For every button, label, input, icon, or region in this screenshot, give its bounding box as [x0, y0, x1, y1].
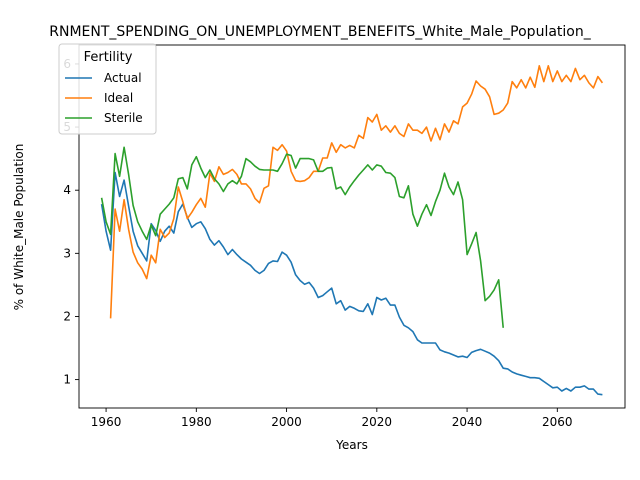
chart-title: RNMENT_SPENDING_ON_UNEMPLOYMENT_BENEFITS… — [49, 24, 591, 40]
x-tick-label: 2040 — [452, 415, 483, 429]
x-tick-label: 1980 — [181, 415, 212, 429]
series-layer — [100, 65, 604, 396]
plot-frame — [78, 44, 626, 409]
legend-label-ideal: Ideal — [104, 91, 133, 105]
legend-label-sterile: Sterile — [104, 111, 143, 125]
legend-entries: Actual Ideal Sterile — [65, 71, 143, 125]
legend-title: Fertility — [84, 50, 133, 65]
x-axis-label: Years — [335, 438, 368, 452]
x-axis-ticks: 1960 1980 2000 2020 2040 2060 — [91, 408, 573, 429]
legend: Fertility Actual Ideal Sterile — [58, 43, 157, 135]
y-tick-label: 2 — [63, 309, 71, 323]
series-line-ideal — [109, 65, 604, 319]
y-tick-label: 3 — [63, 246, 71, 260]
y-tick-label: 4 — [63, 183, 71, 197]
y-axis-label: % of White_Male Population — [12, 144, 26, 311]
x-tick-label: 1960 — [91, 415, 122, 429]
x-tick-label: 2020 — [362, 415, 393, 429]
series-line-sterile — [100, 146, 504, 328]
x-tick-label: 2000 — [271, 415, 302, 429]
legend-box — [58, 43, 157, 135]
legend-label-actual: Actual — [104, 71, 142, 85]
y-tick-label: 1 — [63, 373, 71, 387]
x-tick-label: 2060 — [542, 415, 573, 429]
